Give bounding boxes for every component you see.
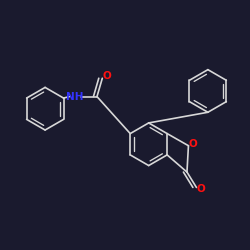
Text: NH: NH	[66, 92, 84, 102]
Text: O: O	[189, 139, 198, 149]
Text: O: O	[102, 71, 111, 81]
Text: O: O	[196, 184, 205, 194]
